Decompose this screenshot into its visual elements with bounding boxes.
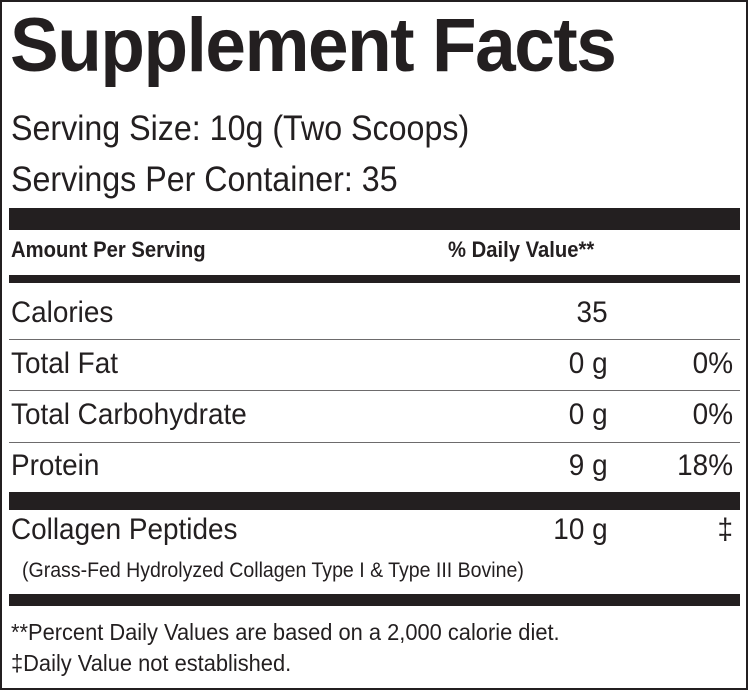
nutrient-amount: 0 g <box>568 347 608 380</box>
thick-divider <box>9 492 740 510</box>
ingredient-description: (Grass-Fed Hydrolyzed Collagen Type I & … <box>22 559 524 582</box>
ingredient-name: Collagen Peptides <box>11 513 238 546</box>
serving-size: Serving Size: 10g (Two Scoops) <box>11 109 470 148</box>
nutrient-daily-value: 0% <box>692 398 733 431</box>
nutrient-name: Total Carbohydrate <box>11 398 247 431</box>
thick-divider <box>9 208 740 230</box>
nutrient-name: Protein <box>11 449 100 482</box>
medium-divider <box>9 275 740 283</box>
ingredient-daily-value: ‡ <box>717 513 733 546</box>
footnote-daily-values: **Percent Daily Values are based on a 2,… <box>11 619 560 645</box>
footnote-not-established: ‡Daily Value not established. <box>11 650 292 676</box>
daily-value-header: % Daily Value** <box>448 237 595 262</box>
nutrient-daily-value: 0% <box>692 347 733 380</box>
nutrient-name: Total Fat <box>11 347 119 380</box>
panel-title: Supplement Facts <box>10 3 617 88</box>
amount-per-serving-header: Amount Per Serving <box>11 237 206 262</box>
nutrient-amount: 9 g <box>568 449 608 482</box>
row-divider <box>9 339 740 340</box>
thick-divider <box>9 594 740 606</box>
row-divider <box>9 442 740 443</box>
ingredient-amount: 10 g <box>553 513 608 546</box>
nutrient-amount: 35 <box>576 296 608 329</box>
nutrient-amount: 0 g <box>568 398 608 431</box>
nutrient-name: Calories <box>11 296 114 329</box>
nutrient-daily-value: 18% <box>677 449 733 482</box>
row-divider <box>9 390 740 391</box>
servings-per-container: Servings Per Container: 35 <box>11 160 398 199</box>
